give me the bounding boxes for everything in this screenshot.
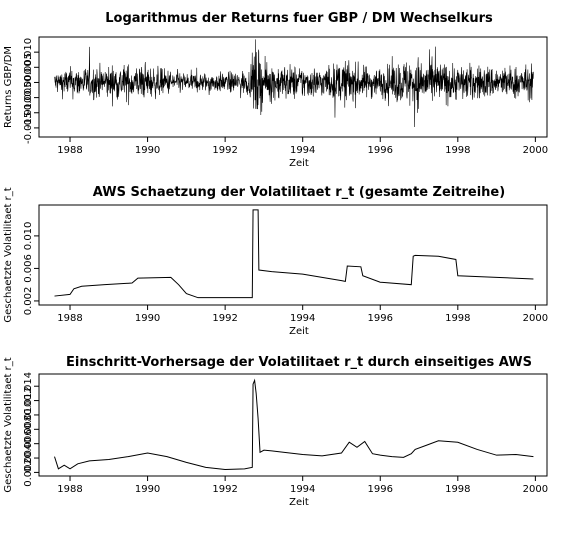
- y-tick-label: 0.008: [23, 415, 34, 444]
- plot-frame: [38, 36, 548, 138]
- x-tick-label: 1990: [135, 484, 160, 495]
- y-tick-label: -0.015: [23, 112, 34, 144]
- y-tick-label: -0.005: [23, 81, 34, 113]
- panel-title: Logarithmus der Returns fuer GBP / DM We…: [105, 11, 493, 26]
- y-axis-label: Geschaetzte Volatilitaet r_t: [3, 357, 14, 492]
- x-tick-label: 1988: [57, 145, 82, 156]
- x-tick-label: 1996: [368, 484, 393, 495]
- x-tick-label: 2000: [523, 484, 548, 495]
- x-tick-label: 2000: [523, 313, 548, 324]
- y-tick-label: 0.010: [23, 38, 34, 67]
- y-tick-label: 0.010: [23, 222, 34, 251]
- panel-3: Einschritt-Vorhersage der Volatilitaet r…: [3, 355, 548, 508]
- x-tick-label: 1988: [57, 313, 82, 324]
- x-tick-label: 1990: [135, 145, 160, 156]
- y-axis-label: Returns GBP/DM: [3, 46, 14, 128]
- x-tick-label: 1994: [290, 313, 315, 324]
- x-tick-label: 1994: [290, 145, 315, 156]
- y-tick-label: 0.005: [23, 53, 34, 82]
- panel-title: AWS Schaetzung der Volatilitaet r_t (ges…: [93, 185, 505, 200]
- x-tick-label: 1996: [368, 313, 393, 324]
- x-tick-label: 1992: [212, 145, 237, 156]
- y-tick-label: 0.000: [23, 68, 34, 97]
- x-tick-label: 1992: [212, 484, 237, 495]
- x-tick-label: 2000: [523, 145, 548, 156]
- y-tick-label: 0.002: [23, 287, 34, 316]
- x-tick-label: 1992: [212, 313, 237, 324]
- x-axis-label: Zeit: [289, 497, 309, 508]
- y-tick-label: 0.010: [23, 401, 34, 430]
- x-tick-label: 1998: [445, 145, 470, 156]
- x-tick-label: 1998: [445, 313, 470, 324]
- panel-1: Logarithmus der Returns fuer GBP / DM We…: [3, 11, 548, 169]
- y-tick-label: -0.010: [23, 97, 34, 129]
- x-tick-label: 1988: [57, 484, 82, 495]
- x-tick-label: 1998: [445, 484, 470, 495]
- y-tick-label: 0.014: [23, 372, 34, 401]
- x-axis-label: Zeit: [289, 158, 309, 169]
- x-axis-label: Zeit: [289, 326, 309, 337]
- plot-frame: [38, 373, 548, 477]
- panel-title: Einschritt-Vorhersage der Volatilitaet r…: [66, 355, 532, 370]
- x-tick-label: 1996: [368, 145, 393, 156]
- y-tick-label: 0.004: [23, 444, 34, 473]
- y-axis-label: Geschaetzte Volatilitaet r_t: [3, 187, 14, 322]
- y-tick-label: 0.012: [23, 386, 34, 415]
- series-line: [54, 209, 534, 299]
- series-line: [54, 378, 534, 471]
- y-tick-label: 0.006: [23, 254, 34, 283]
- series-line: [54, 39, 534, 127]
- y-tick-label: 0.006: [23, 429, 34, 458]
- x-tick-label: 1990: [135, 313, 160, 324]
- panel-2: AWS Schaetzung der Volatilitaet r_t (ges…: [3, 185, 548, 337]
- x-tick-label: 1994: [290, 484, 315, 495]
- y-tick-label: 0.002: [23, 458, 34, 487]
- plot-frame: [38, 204, 548, 306]
